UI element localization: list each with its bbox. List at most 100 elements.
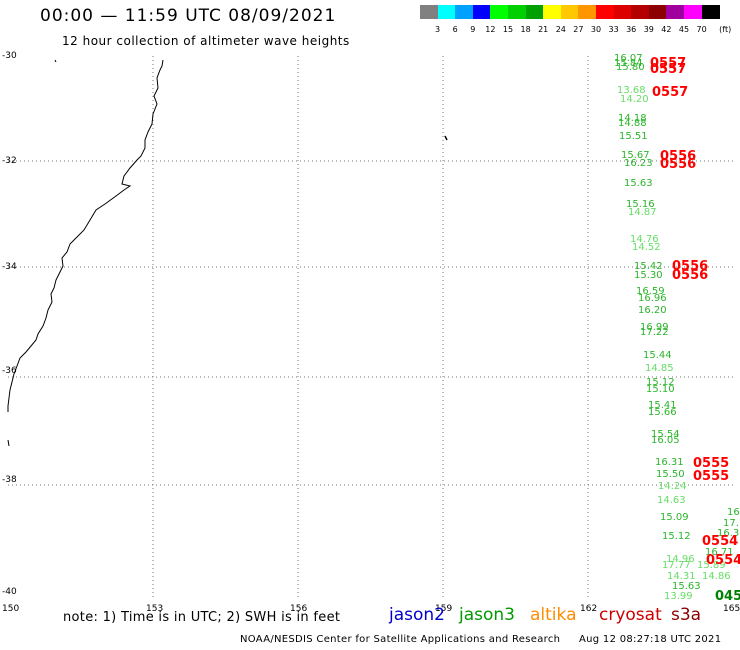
swh-value: 15.63 xyxy=(672,581,701,592)
latitude-label: -38 xyxy=(2,475,17,485)
swh-value: 16.20 xyxy=(638,305,667,316)
swh-value: 14.52 xyxy=(632,242,661,253)
coastline xyxy=(7,59,164,412)
swh-value: 16.99 xyxy=(640,322,669,333)
longitude-label: 150 xyxy=(2,604,20,614)
coast-fragment xyxy=(7,439,10,447)
longitude-label: 159 xyxy=(435,604,453,614)
longitude-label: 156 xyxy=(290,604,308,614)
swh-value: 15.50 xyxy=(656,469,685,480)
pass-time-label: 0556 xyxy=(660,149,697,164)
pass-time-label: 0557 xyxy=(650,56,687,71)
legend-swatch xyxy=(508,5,526,19)
swh-value: 14.86 xyxy=(702,571,731,582)
legend-label: 33 xyxy=(608,25,619,34)
swh-value: 16.59 xyxy=(636,286,665,297)
legend-label: 42 xyxy=(661,25,672,34)
legend-label: 39 xyxy=(643,25,654,34)
footnote: note: 1) Time is in UTC; 2) SWH is in fe… xyxy=(63,610,341,625)
longitude-label: 165 xyxy=(723,604,740,614)
legend-label: 21 xyxy=(538,25,549,34)
legend-swatch xyxy=(525,5,544,19)
swh-value: 15.51 xyxy=(619,131,648,142)
swh-value: 16.71 xyxy=(705,547,734,558)
swh-value: 15.30 xyxy=(634,270,663,281)
pass-time-label: 0557 xyxy=(650,62,687,77)
swh-value: 17.77 xyxy=(662,560,691,571)
swh-value: 16.31 xyxy=(655,457,684,468)
latitude-label: -30 xyxy=(2,51,17,61)
legend-label: 6 xyxy=(452,25,458,34)
swh-value: 15.66 xyxy=(648,407,677,418)
pass-time-label: 0555 xyxy=(693,456,730,471)
legend-swatch xyxy=(684,5,702,19)
pass-time-label: 045 xyxy=(715,589,740,604)
pass-time-label: 0556 xyxy=(660,157,697,172)
legend-label: 9 xyxy=(470,25,476,34)
latitude-label: -40 xyxy=(2,587,17,597)
pass-time-label: 0556 xyxy=(672,268,709,283)
legend-swatch xyxy=(596,5,614,19)
swh-value: 16.96 xyxy=(638,293,667,304)
island-mark xyxy=(444,135,448,141)
swh-value: 15.16 xyxy=(626,199,655,210)
latitude-label: -36 xyxy=(2,366,17,376)
legend-label: 27 xyxy=(573,25,584,34)
swh-value: 15.44 xyxy=(643,350,672,361)
swh-value: 16.07 xyxy=(614,53,643,64)
swh-value: 14.20 xyxy=(620,94,649,105)
swh-value: 14.96 xyxy=(666,554,695,565)
legend-swatch xyxy=(613,5,632,19)
legend-swatch xyxy=(666,5,685,19)
longitude-label: 162 xyxy=(580,604,598,614)
swh-value: 14.88 xyxy=(618,118,647,129)
swh-value: 17. xyxy=(723,518,739,529)
satellite-name-altika: altika xyxy=(530,605,577,625)
swh-value: 14.63 xyxy=(657,495,686,506)
map-subtitle: 12 hour collection of altimeter wave hei… xyxy=(62,34,350,48)
swh-value: 15.63 xyxy=(624,178,653,189)
swh-value: 14.87 xyxy=(628,207,657,218)
satellite-name-jason2: jason2 xyxy=(389,605,445,625)
swh-value: 15.10 xyxy=(646,384,675,395)
swh-value: 14.18 xyxy=(618,113,647,124)
legend-swatch xyxy=(578,5,597,19)
legend-swatch xyxy=(472,5,491,19)
swh-value: 16.23 xyxy=(624,158,653,169)
credit-line: NOAA/NESDIS Center for Satellite Applica… xyxy=(240,634,561,645)
legend-swatch xyxy=(701,5,720,19)
swh-value: 15.09 xyxy=(660,512,689,523)
swh-value: 15.42 xyxy=(634,261,663,272)
longitude-label: 153 xyxy=(146,604,164,614)
swh-value: 15.54 xyxy=(651,429,680,440)
legend-swatch xyxy=(560,5,579,19)
latitude-label: -34 xyxy=(2,262,17,272)
satellite-name-s3a: s3a xyxy=(671,605,702,625)
legend-swatch xyxy=(420,5,438,19)
legend-unit: (ft) xyxy=(719,25,732,34)
pass-time-label: 0554 xyxy=(702,534,739,549)
pass-time-label: 0557 xyxy=(652,85,689,100)
legend-label: 3 xyxy=(435,25,441,34)
swh-value: 15.84 xyxy=(614,58,643,69)
legend-label: 30 xyxy=(590,25,602,34)
swh-value: 17.22 xyxy=(640,327,669,338)
pass-time-label: 0554 xyxy=(706,553,740,568)
satellite-name-jason3: jason3 xyxy=(459,605,515,625)
latitude-label: -32 xyxy=(2,156,17,166)
swh-value: 14.85 xyxy=(645,363,674,374)
legend-label: 45 xyxy=(678,25,690,34)
legend-label: 70 xyxy=(696,25,707,34)
legend-swatch xyxy=(437,5,456,19)
pass-time-label: 0555 xyxy=(693,469,730,484)
generated-timestamp: Aug 12 08:27:18 UTC 2021 xyxy=(579,634,722,645)
swh-value: 15.80 xyxy=(616,62,645,73)
swh-value: 13.99 xyxy=(664,591,693,602)
swh-value: 15.89 xyxy=(697,560,726,571)
legend-swatch xyxy=(543,5,562,19)
map-title: 00:00 — 11:59 UTC 08/09/2021 xyxy=(40,6,337,26)
swh-value: 15.12 xyxy=(646,377,675,388)
swh-value: 16.05 xyxy=(651,435,680,446)
legend-label: 12 xyxy=(485,25,496,34)
